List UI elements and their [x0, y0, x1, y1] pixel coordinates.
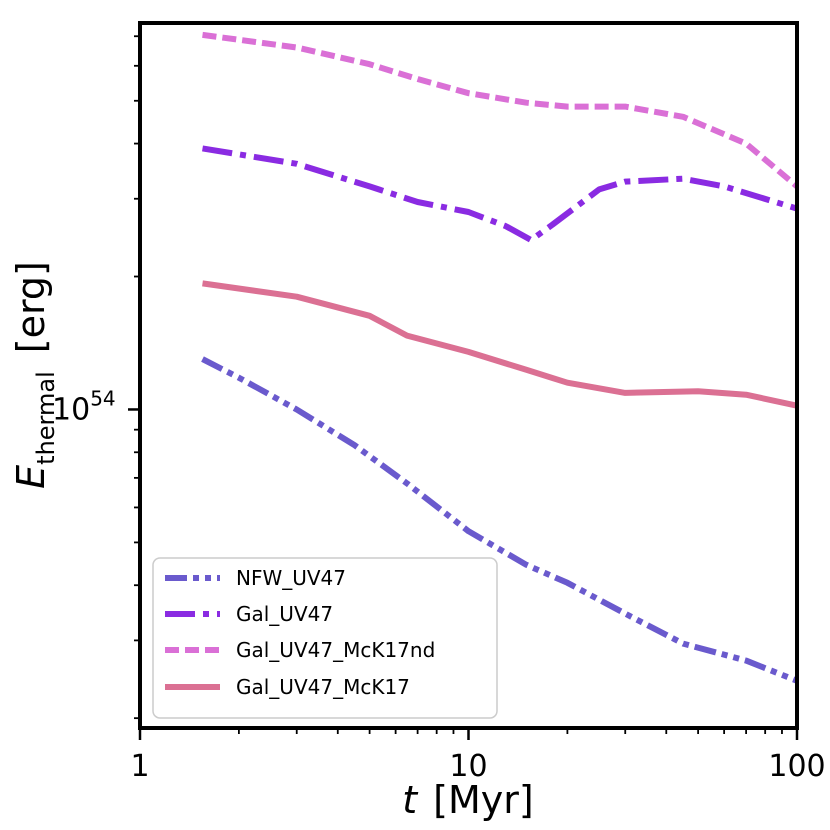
y-tick-label-exponent: 54 — [90, 386, 115, 410]
legend-label-gal-uv47-mck17nd: Gal_UV47_McK17nd — [236, 638, 435, 662]
svg-text:Ethermal[erg]: Ethermal [erg] — [9, 261, 60, 489]
x-tick-label: 100 — [768, 749, 825, 784]
series-line-nfw-uv47 — [201, 356, 799, 684]
series-lines — [201, 31, 799, 684]
y-axis-label-symbol: E — [9, 465, 53, 489]
y-tick-label: 1054 — [52, 386, 116, 427]
x-tick-label: 1 — [130, 749, 149, 784]
legend-box — [152, 557, 498, 719]
y-axis-label-units: [erg] — [9, 261, 53, 353]
x-axis-label-units: [Myr] — [433, 778, 534, 822]
legend-label-nfw-uv47: NFW_UV47 — [236, 566, 346, 590]
x-tick-labels: 1 10 100 — [130, 749, 825, 784]
x-axis-label-symbol: t — [402, 778, 419, 822]
series-line-gal-uv47-mck17 — [202, 280, 798, 409]
x-tick-label: 10 — [449, 749, 487, 784]
series-line-gal-uv47 — [202, 145, 798, 243]
legend-label-gal-uv47: Gal_UV47 — [236, 602, 333, 626]
series-line-gal-uv47-mck17nd — [202, 31, 799, 189]
y-axis-label: Ethermal [erg] — [9, 261, 60, 489]
legend: NFW_UV47 Gal_UV47 Gal_UV47_McK17nd Gal_U… — [152, 557, 498, 719]
y-axis-label-subscript: thermal — [32, 371, 60, 465]
y-tick-label-base: 10 — [52, 392, 90, 427]
legend-label-gal-uv47-mck17: Gal_UV47_McK17 — [236, 675, 410, 699]
x-axis-label: t [Myr] — [402, 778, 533, 822]
plot-frame — [138, 21, 799, 730]
